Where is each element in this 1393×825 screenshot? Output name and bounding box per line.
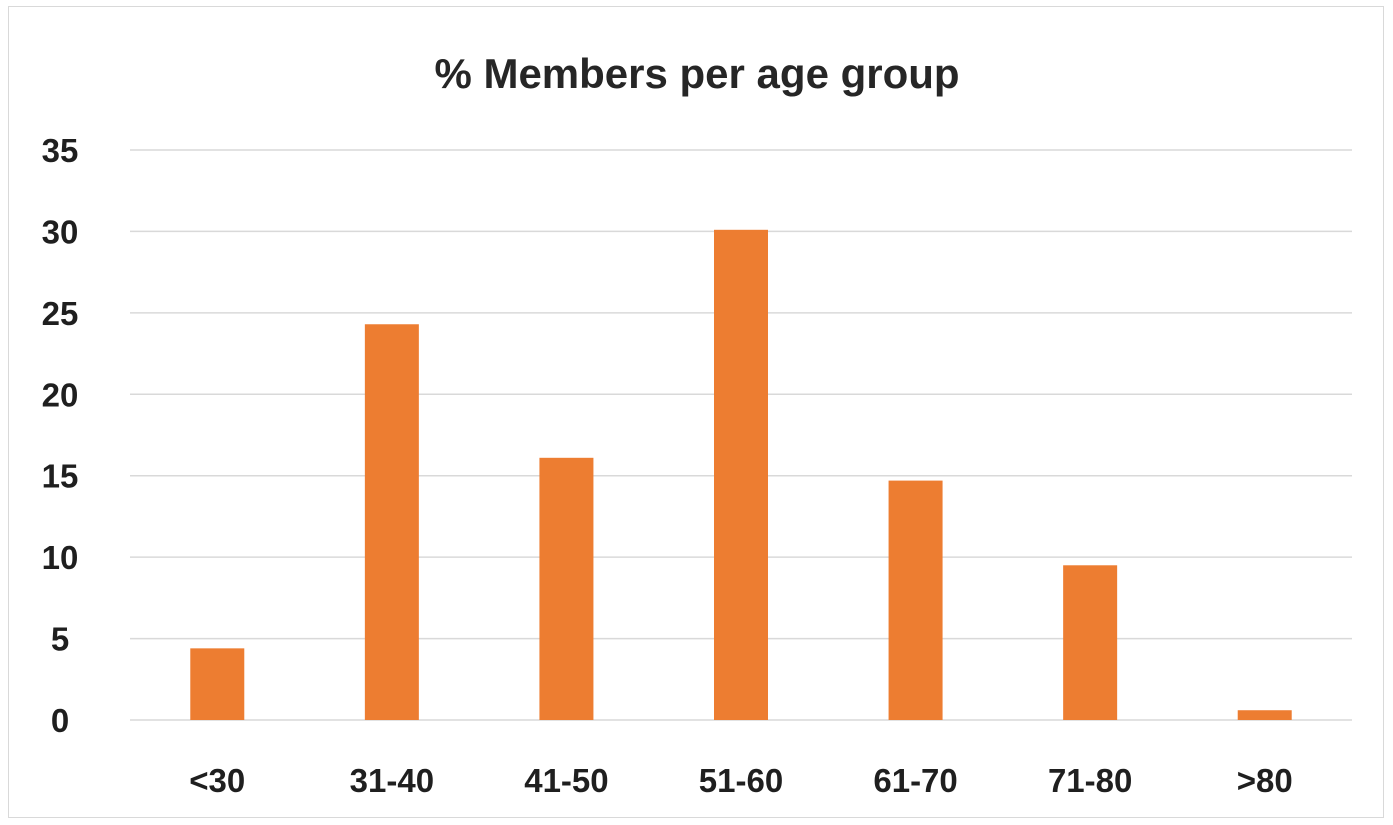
bar-2 (539, 458, 593, 720)
y-tick-label: 20 (42, 376, 79, 413)
x-tick-label: 41-50 (524, 762, 608, 799)
bars (190, 230, 1291, 720)
x-tick-label: 31-40 (350, 762, 434, 799)
y-tick-label: 30 (42, 213, 79, 250)
bar-3 (714, 230, 768, 720)
bar-1 (365, 324, 419, 720)
y-axis-ticks: 0 5 10 15 20 25 30 35 (42, 132, 79, 739)
bar-0 (190, 648, 244, 720)
y-tick-label: 5 (51, 621, 69, 658)
y-tick-label: 25 (42, 295, 79, 332)
x-tick-label: <30 (189, 762, 245, 799)
bar-6 (1238, 710, 1292, 720)
chart-title: % Members per age group (434, 50, 959, 97)
y-tick-label: 10 (42, 539, 79, 576)
x-tick-label: 51-60 (699, 762, 783, 799)
y-tick-label: 15 (42, 458, 79, 495)
y-tick-label: 35 (42, 132, 79, 169)
x-axis-ticks: <30 31-40 41-50 51-60 61-70 71-80 >80 (189, 762, 1292, 799)
x-tick-label: >80 (1237, 762, 1293, 799)
x-tick-label: 61-70 (873, 762, 957, 799)
x-tick-label: 71-80 (1048, 762, 1132, 799)
bar-5 (1063, 565, 1117, 720)
bar-4 (889, 481, 943, 720)
y-tick-label: 0 (51, 702, 69, 739)
